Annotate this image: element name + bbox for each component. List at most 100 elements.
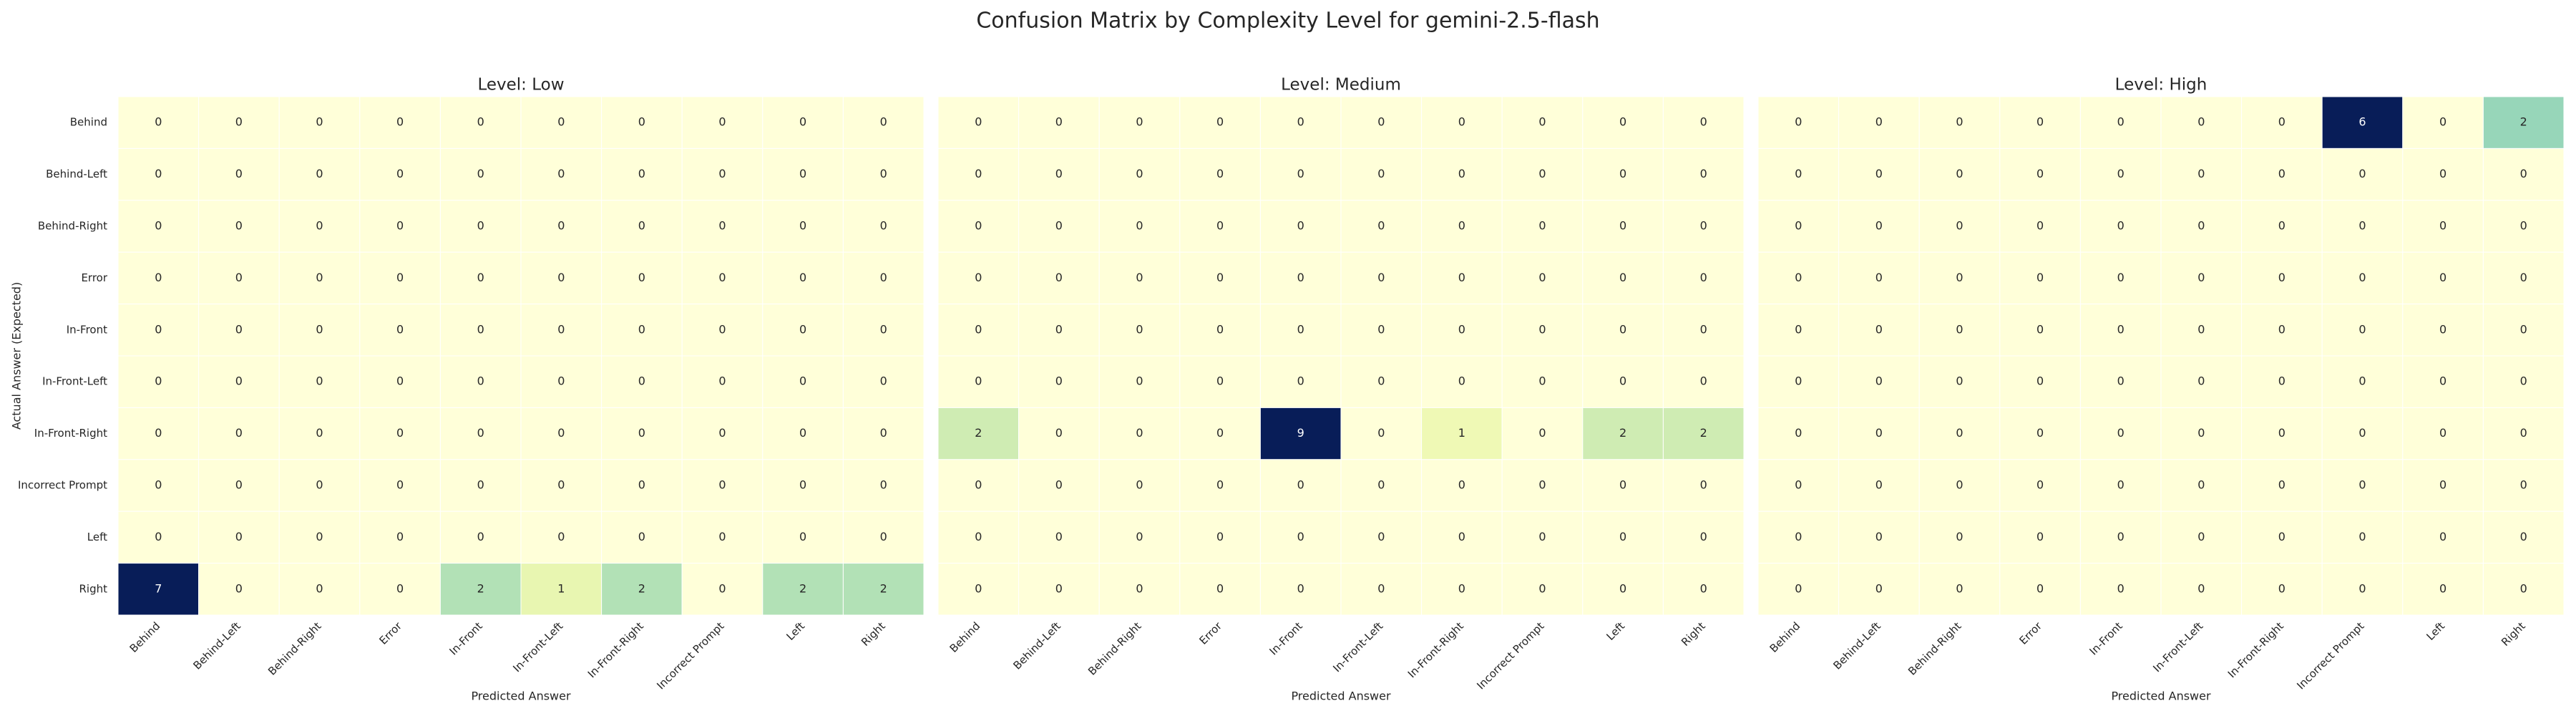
cell-label: 0 xyxy=(1619,322,1626,336)
cell-label: 0 xyxy=(1875,322,1883,336)
heatmap-cell xyxy=(1340,355,1423,408)
cell-label: 0 xyxy=(557,167,565,180)
cell-label: 0 xyxy=(1377,530,1385,543)
cell-label: 0 xyxy=(1136,426,1143,440)
cell-label: 0 xyxy=(1377,374,1385,388)
cell-label: 0 xyxy=(1377,426,1385,440)
heatmap-cell xyxy=(278,147,361,201)
heatmap-cell xyxy=(278,96,361,149)
cell-label: 0 xyxy=(316,426,323,440)
cell-label: 0 xyxy=(1136,374,1143,388)
cell-label: 0 xyxy=(2197,426,2205,440)
heatmap-cell xyxy=(842,304,924,357)
heatmap-cell xyxy=(1757,355,1840,408)
cell-label: 0 xyxy=(1538,167,1546,180)
heatmap-cell xyxy=(1838,459,1920,512)
heatmap-cell xyxy=(1757,407,1840,460)
cell-label: 0 xyxy=(2036,426,2044,440)
cell-label: 0 xyxy=(2197,581,2205,595)
cell-label: 0 xyxy=(2439,581,2446,595)
cell-label: 0 xyxy=(235,581,243,595)
heatmap-cell xyxy=(601,355,683,408)
heatmap-cell xyxy=(117,200,200,253)
cell-label: 0 xyxy=(880,478,887,492)
x-axis-label: Predicted Answer xyxy=(1291,690,1391,703)
cell-label: 0 xyxy=(155,271,162,284)
cell-label: 0 xyxy=(638,167,645,180)
cell-label: 0 xyxy=(1377,322,1385,336)
cell-label: 0 xyxy=(1538,115,1546,129)
cell-label: 0 xyxy=(396,426,404,440)
cell-label: 0 xyxy=(975,115,982,129)
cell-label: 0 xyxy=(638,322,645,336)
cell-label: 0 xyxy=(1377,219,1385,233)
cell-label: 0 xyxy=(1216,374,1224,388)
heatmap-cell xyxy=(681,459,763,512)
heatmap-cell xyxy=(1662,304,1745,357)
heatmap-cell xyxy=(1838,200,1920,253)
heatmap-cell xyxy=(762,147,844,201)
cell-label: 0 xyxy=(2117,167,2124,180)
cell-label: 0 xyxy=(1458,115,1465,129)
heatmap-cell xyxy=(2321,407,2404,460)
cell-label: 0 xyxy=(2278,530,2285,543)
cell-label: 0 xyxy=(1795,322,1802,336)
cell-label: 2 xyxy=(1700,426,1707,440)
heatmap-cell xyxy=(601,459,683,512)
heatmap-cell xyxy=(1259,355,1342,408)
heatmap-cell xyxy=(278,304,361,357)
cell-label: 0 xyxy=(2036,271,2044,284)
cell-label: 0 xyxy=(2197,530,2205,543)
heatmap-cell xyxy=(1098,96,1181,149)
cell-label: 0 xyxy=(1538,426,1546,440)
cell-label: 0 xyxy=(1377,271,1385,284)
cell-label: 0 xyxy=(1875,478,1883,492)
cell-label: 0 xyxy=(1297,581,1304,595)
heatmap-cell xyxy=(1662,251,1745,305)
cell-label: 0 xyxy=(155,426,162,440)
cell-label: 0 xyxy=(1875,167,1883,180)
cell-label: 0 xyxy=(1055,115,1063,129)
heatmap-cell xyxy=(1259,147,1342,201)
cell-label: 0 xyxy=(1458,478,1465,492)
heatmap-cell xyxy=(1421,304,1503,357)
heatmap-cell xyxy=(1421,563,1503,616)
heatmap-cell xyxy=(1501,459,1584,512)
cell-label: 0 xyxy=(1458,322,1465,336)
cell-label: 0 xyxy=(799,115,806,129)
cell-label: 0 xyxy=(1795,167,1802,180)
heatmap-cell xyxy=(1757,563,1840,616)
heatmap-cell xyxy=(2321,563,2404,616)
cell-label: 0 xyxy=(235,322,243,336)
heatmap-cell xyxy=(1259,96,1342,149)
cell-label: 0 xyxy=(975,167,982,180)
cell-label: 0 xyxy=(638,426,645,440)
x-tick-label: Behind-Right xyxy=(1085,619,1143,677)
cell-label: 0 xyxy=(1956,374,1963,388)
cell-label: 0 xyxy=(880,530,887,543)
heatmap-cell xyxy=(1340,200,1423,253)
cell-label: 0 xyxy=(2358,322,2366,336)
cell-label: 0 xyxy=(2358,581,2366,595)
heatmap-cell xyxy=(1999,511,2081,564)
cell-label: 0 xyxy=(1538,322,1546,336)
cell-label: 0 xyxy=(155,322,162,336)
heatmap-cell xyxy=(520,304,602,357)
cell-label: 0 xyxy=(1619,219,1626,233)
cell-label: 0 xyxy=(1216,581,1224,595)
cell-label: 0 xyxy=(975,478,982,492)
heatmap-cell xyxy=(2160,511,2243,564)
cell-label: 0 xyxy=(1297,167,1304,180)
x-axis-label: Predicted Answer xyxy=(2111,690,2211,703)
cell-label: 0 xyxy=(316,374,323,388)
heatmap-cell xyxy=(601,407,683,460)
heatmap-cell xyxy=(842,96,924,149)
heatmap-cell xyxy=(762,407,844,460)
x-tick-label: In-Front-Left xyxy=(1330,619,1385,674)
cell-label: 0 xyxy=(1538,530,1546,543)
cell-label: 0 xyxy=(1055,322,1063,336)
cell-label: 0 xyxy=(718,530,726,543)
heatmap-cell xyxy=(2160,200,2243,253)
heatmap-cell xyxy=(2482,407,2565,460)
cell-label: 0 xyxy=(975,530,982,543)
